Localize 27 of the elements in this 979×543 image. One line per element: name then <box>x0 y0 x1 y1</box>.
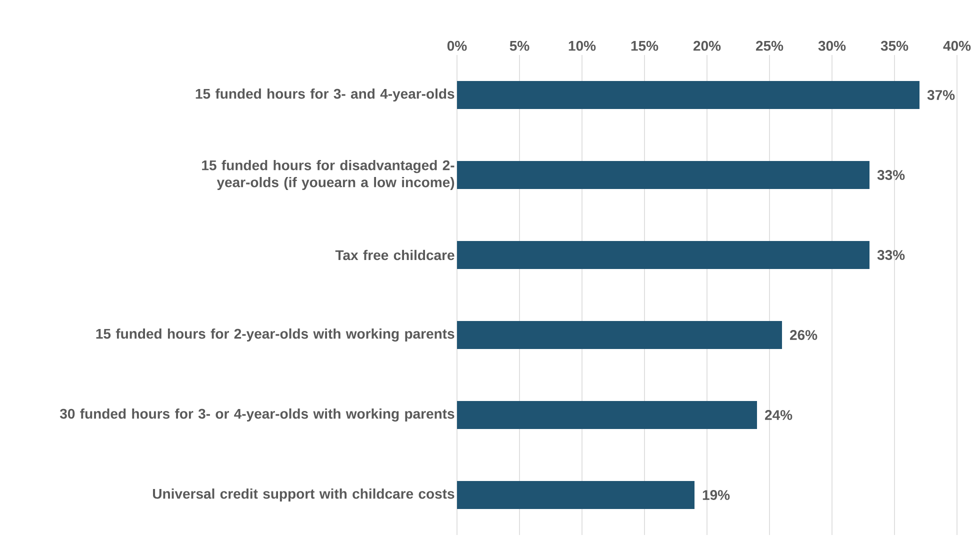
bar <box>457 321 782 350</box>
x-tick-label: 10% <box>568 40 596 51</box>
y-tick-label: Tax free childcare <box>335 250 454 260</box>
x-tick-label: 30% <box>818 40 846 51</box>
y-tick-label: 15 funded hours for 2-year-olds with working parents <box>96 328 454 342</box>
x-tick-label: 35% <box>880 40 908 51</box>
bar <box>457 401 758 430</box>
y-tick-label: 30 funded hours for 3- or 4-year-olds with working parents <box>60 408 454 422</box>
bar <box>457 161 870 190</box>
data-label: 24% <box>765 410 792 420</box>
data-label: 19% <box>702 490 730 500</box>
bar <box>457 81 920 110</box>
x-tick-label: 20% <box>693 40 721 51</box>
data-label: 33% <box>877 170 905 180</box>
x-tick-label: 0% <box>447 40 467 51</box>
data-label: 26% <box>790 330 818 340</box>
data-label: 37% <box>927 90 955 100</box>
x-tick-label: 40% <box>943 40 971 51</box>
x-tick-label: 25% <box>756 40 784 51</box>
x-tick-label: 5% <box>510 40 530 51</box>
x-tick-label: 15% <box>631 40 658 51</box>
y-tick-label: 15 funded hours for disadvantaged 2-year-olds (if youearn a low income) <box>202 160 454 190</box>
y-tick-label: Universal credit support with childcare costs <box>153 488 454 502</box>
y-tick-label: 15 funded hours for 3- and 4-year-olds <box>196 88 454 102</box>
data-label: 33% <box>877 250 905 260</box>
bar <box>457 481 695 510</box>
bar <box>457 241 870 270</box>
